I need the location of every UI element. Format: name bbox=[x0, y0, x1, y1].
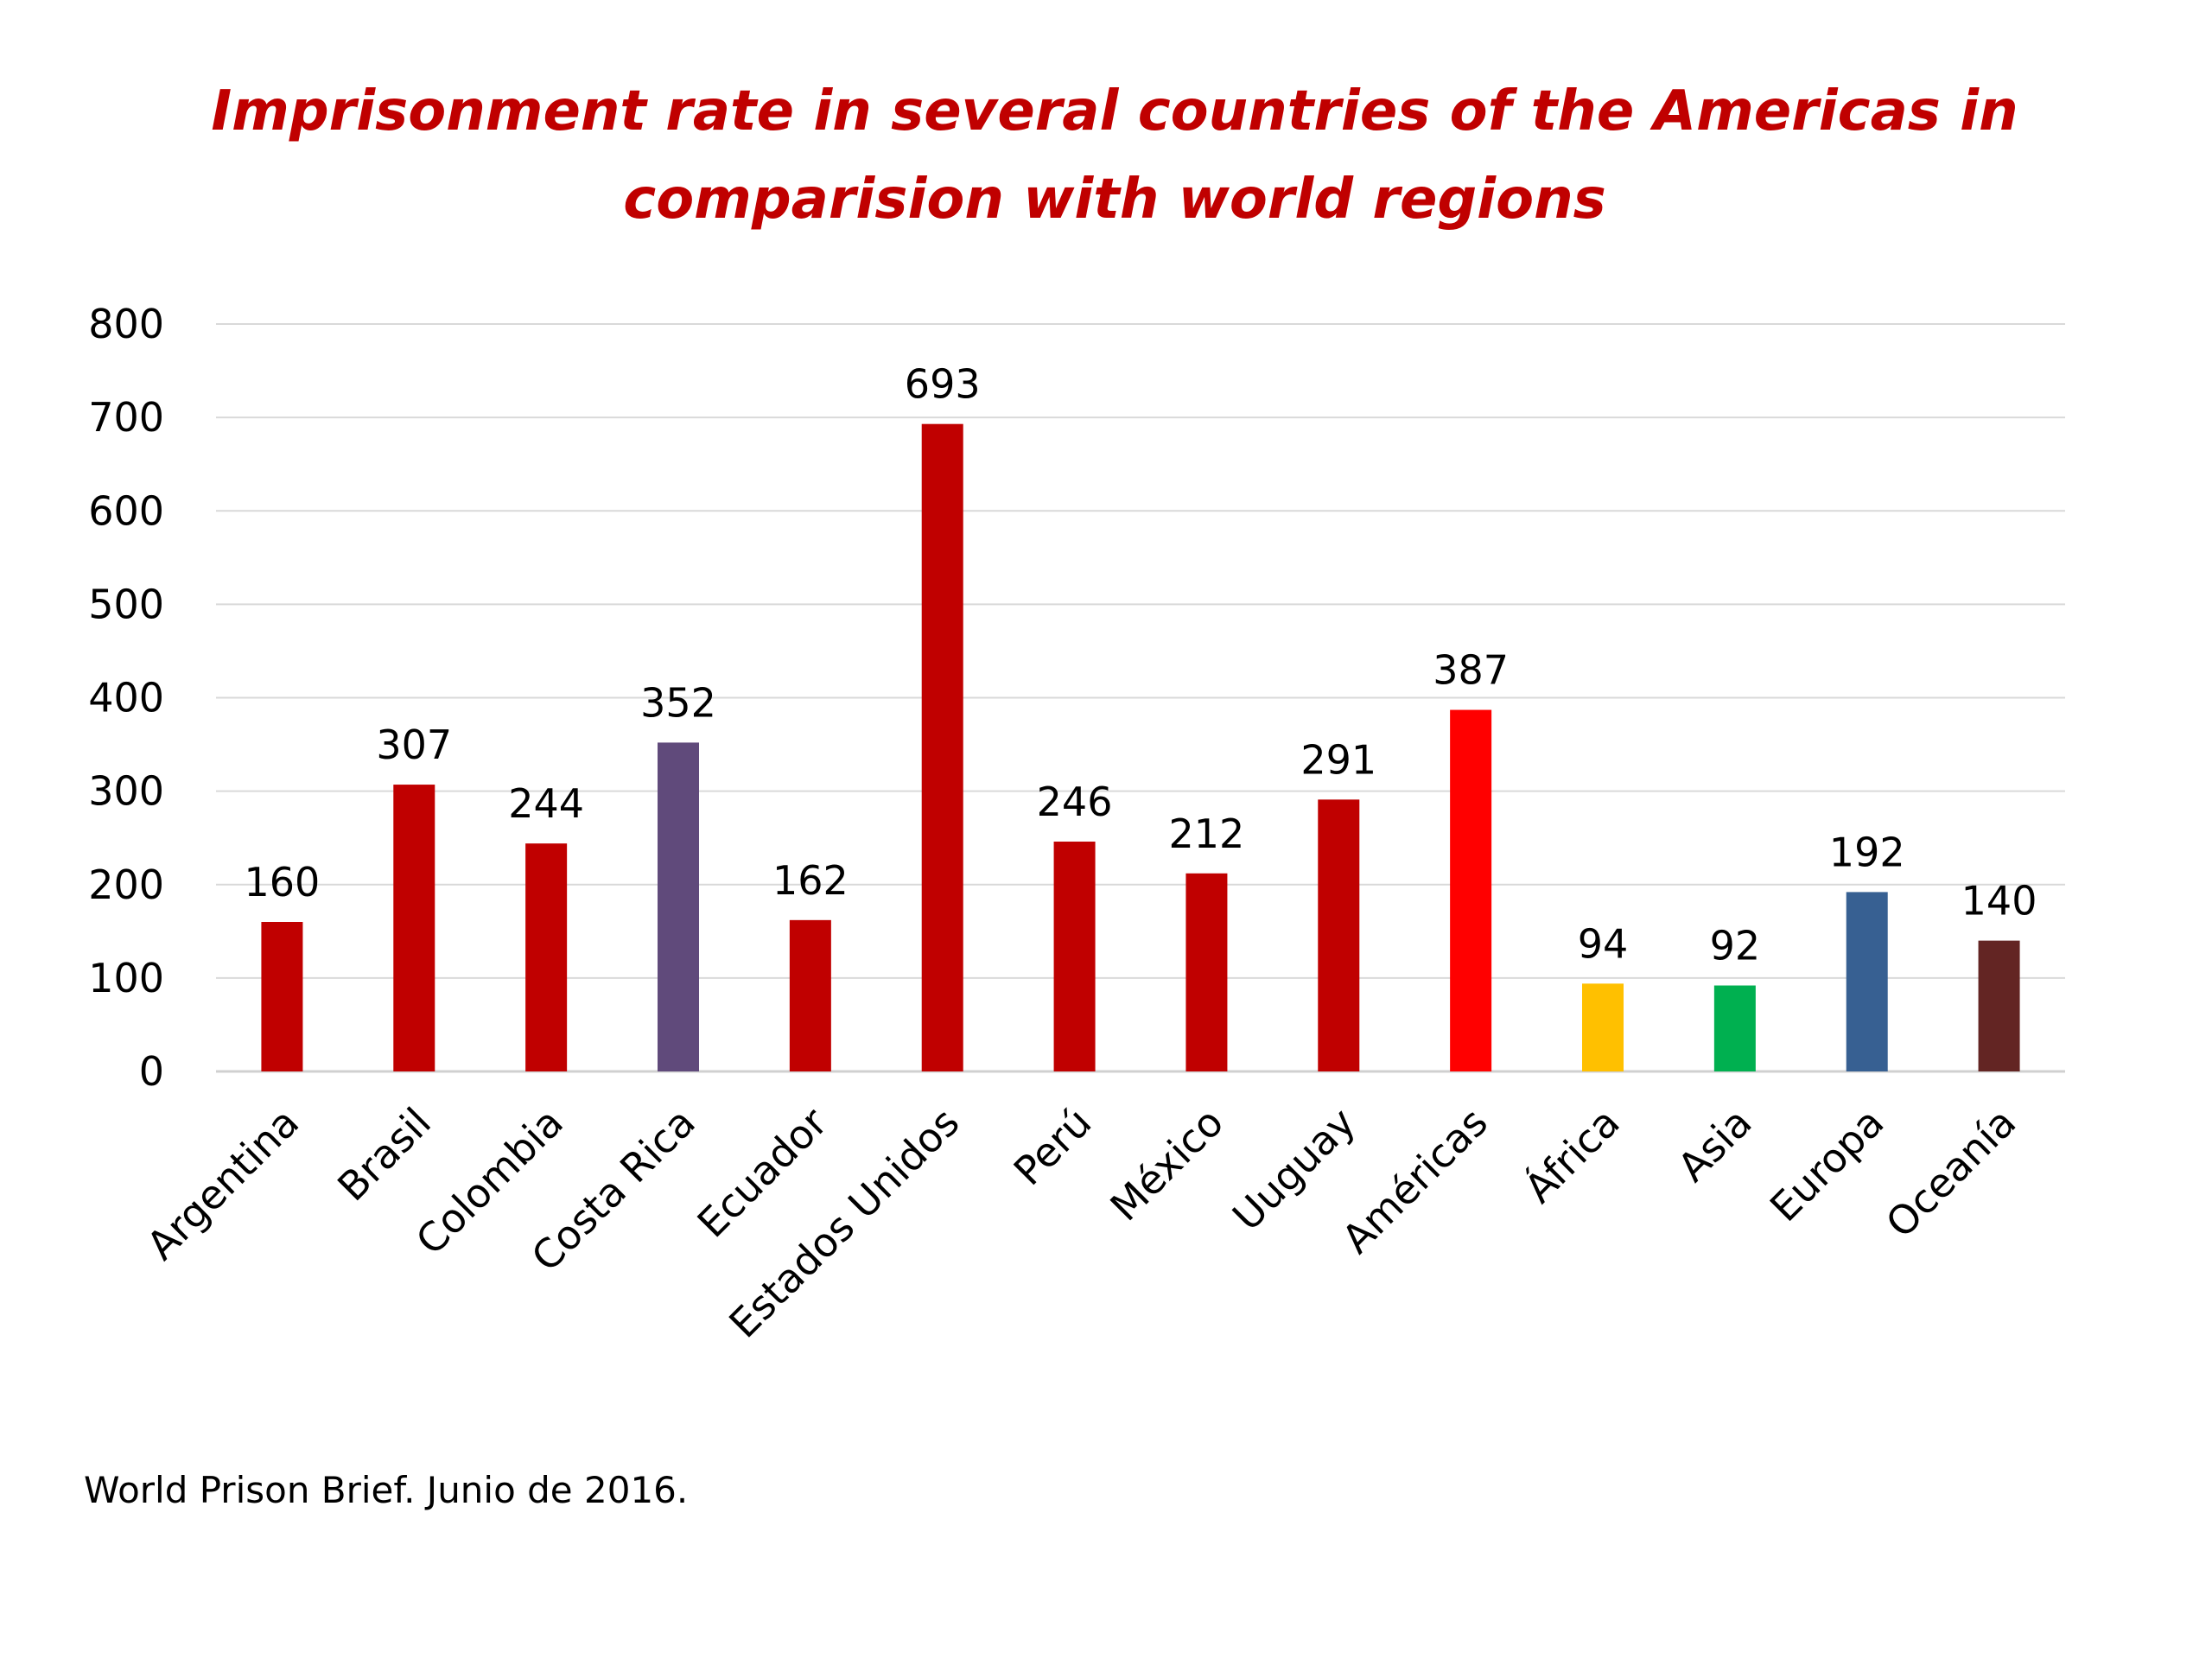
x-tick-label-1: Brasil bbox=[328, 1099, 440, 1211]
y-tick-label-200: 200 bbox=[88, 861, 164, 908]
bar-11 bbox=[1713, 985, 1756, 1071]
bar-12 bbox=[1846, 892, 1888, 1071]
data-label-6: 246 bbox=[1037, 779, 1113, 825]
y-tick-label-600: 600 bbox=[88, 487, 164, 534]
data-label-11: 92 bbox=[1710, 923, 1761, 969]
data-label-1: 307 bbox=[376, 721, 452, 768]
data-label-5: 693 bbox=[905, 361, 981, 408]
x-tick-label-0: Argentina bbox=[137, 1099, 308, 1269]
data-labels: 160 307 244 352 162 693 246 212 291 387 94 92 192 140 bbox=[245, 361, 2037, 969]
data-label-0: 160 bbox=[245, 859, 321, 906]
x-tick-label-5: Estados Unidos bbox=[720, 1099, 968, 1347]
x-tick-label-13: Oceanía bbox=[1877, 1099, 2024, 1247]
y-tick-label-400: 400 bbox=[88, 675, 164, 721]
x-tick-label-11: Asia bbox=[1669, 1099, 1760, 1191]
x-tick-label-9: Américas bbox=[1333, 1099, 1497, 1262]
data-label-4: 162 bbox=[772, 857, 849, 904]
bar-9 bbox=[1450, 709, 1492, 1071]
data-label-10: 94 bbox=[1578, 920, 1629, 967]
data-label-12: 192 bbox=[1829, 829, 1905, 875]
y-tick-label-500: 500 bbox=[88, 581, 164, 627]
bar-7 bbox=[1185, 873, 1228, 1071]
bar-2 bbox=[525, 843, 568, 1071]
gridlines bbox=[216, 323, 2065, 1073]
bar-13 bbox=[1978, 940, 2020, 1071]
bar-8 bbox=[1318, 799, 1360, 1071]
bars bbox=[261, 423, 2020, 1072]
y-tick-label-700: 700 bbox=[88, 394, 164, 441]
x-tick-label-6: Perú bbox=[1005, 1099, 1101, 1195]
y-tick-label-0: 0 bbox=[139, 1048, 164, 1095]
x-tick-label-12: Europa bbox=[1761, 1099, 1892, 1230]
bar-6 bbox=[1053, 842, 1096, 1071]
data-label-13: 140 bbox=[1961, 878, 2037, 925]
data-label-8: 291 bbox=[1300, 736, 1376, 783]
x-tick-label-10: África bbox=[1516, 1099, 1629, 1212]
data-label-7: 212 bbox=[1169, 810, 1245, 857]
bar-0 bbox=[261, 922, 303, 1071]
bar-3 bbox=[658, 742, 699, 1071]
chart-title: Imprisonment rate in several countries o… bbox=[211, 79, 2018, 232]
y-tick-label-800: 800 bbox=[88, 301, 164, 347]
y-axis-ticks: 0 100 200 300 400 500 600 700 800 bbox=[88, 301, 164, 1095]
y-tick-label-300: 300 bbox=[88, 768, 164, 815]
x-tick-label-7: México bbox=[1101, 1099, 1232, 1230]
data-label-2: 244 bbox=[508, 780, 584, 827]
bar-4 bbox=[789, 919, 831, 1071]
y-tick-label-100: 100 bbox=[88, 955, 164, 1001]
bar-1 bbox=[393, 785, 435, 1071]
data-label-3: 352 bbox=[640, 679, 716, 726]
source-note: World Prison Brief. Junio de 2016. bbox=[84, 1469, 689, 1511]
bar-5 bbox=[921, 423, 963, 1072]
data-label-9: 387 bbox=[1433, 647, 1509, 694]
bar-10 bbox=[1582, 983, 1624, 1071]
